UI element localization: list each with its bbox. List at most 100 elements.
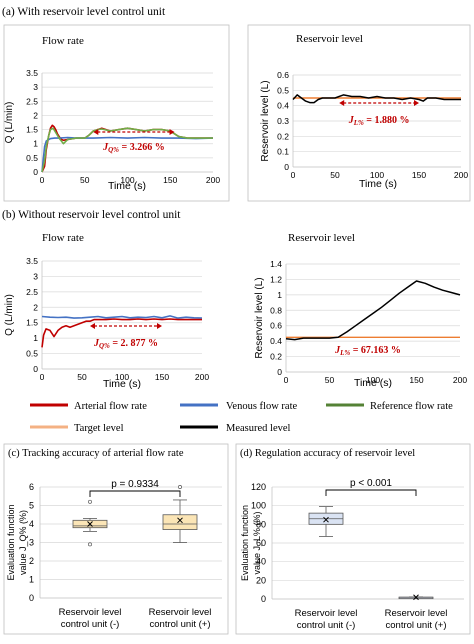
b_flow-xtick-label: 200	[195, 372, 209, 382]
b_flow-xtick-label: 50	[77, 372, 87, 382]
c_box-ytick-label: 6	[29, 482, 34, 492]
panel-a-level-frame	[247, 24, 471, 202]
legend-label-measured: Measured level	[226, 423, 291, 434]
b_flow-ytick-label: 1.5	[26, 318, 38, 328]
b_flow-arrowhead-right	[157, 323, 162, 329]
b_level-ytick-label: 0.2	[270, 352, 282, 362]
a_level-arrowhead-left	[339, 100, 345, 106]
a_flow-xtick-label: 100	[120, 175, 134, 185]
c_box-ylabel-line2: value J_Q% (%)	[18, 510, 28, 575]
d_box-title: (d) Regulation accuracy of reservoir lev…	[240, 448, 415, 459]
b_flow-series-arterial	[41, 318, 202, 348]
c_box-chart: (c) Tracking accuracy of arterial flow r…	[6, 448, 222, 630]
legend-label-target: Target level	[74, 423, 124, 434]
c_box-ytick-label: 3	[29, 538, 34, 548]
a_flow-xtick-label: 200	[206, 175, 220, 185]
a_flow-title: Flow rate	[42, 35, 84, 47]
b_level-ytick-label: 0.4	[270, 336, 282, 346]
a_flow-ytick-label: 3.5	[26, 68, 38, 78]
a_level-series-measured	[292, 94, 461, 104]
a_level-xtick-label: 50	[330, 170, 340, 180]
legend: Arterial flow rate Venous flow rate Refe…	[30, 401, 453, 434]
d_box-ytick-label: 40	[256, 557, 266, 567]
c_box-category-label: Reservoir level	[59, 607, 122, 618]
b_level-ytick-label: 0.8	[270, 305, 282, 315]
a_flow-xtick-label: 0	[40, 175, 45, 185]
panel-d-frame	[235, 443, 471, 635]
b_flow-ytick-label: 0	[33, 364, 38, 374]
b_level-chart: Reservoir level 0 0.2 0.4 0.6 0.8 1 1.2 1.4 0 50 10…	[254, 232, 467, 389]
d_box-ytick-label: 20	[256, 575, 266, 585]
b_flow-arrowhead-left	[90, 323, 95, 329]
b_level-series-measured	[285, 280, 461, 341]
a_flow-ytick-label: 0.5	[26, 153, 38, 163]
d_box-ytick-label: 120	[251, 482, 266, 492]
a_flow-ytick-label: 2.5	[26, 96, 38, 106]
a_flow-ytick-label: 1	[33, 139, 38, 149]
a_flow-ytick-label: 2	[33, 110, 38, 120]
b_flow-ytick-label: 2	[33, 302, 38, 312]
a_level-ytick-label: 0.4	[277, 101, 289, 111]
a_level-chart: Reservoir level 0 0.1 0.2 0.3 0.4 0.5 0.6 0 50 100…	[260, 33, 468, 190]
d_box-ytick-label: 60	[256, 538, 266, 548]
b_level-ytick-label: 1	[277, 290, 282, 300]
b_flow-annotation: JQ% = 2. 877 %	[93, 338, 158, 350]
b_flow-ytick-label: 1	[33, 333, 38, 343]
b_level-ylabel: Reservoir level (L)	[254, 277, 265, 358]
b_flow-xlabel: Time (s)	[103, 378, 141, 390]
b_level-ytick-label: 1.2	[270, 274, 282, 284]
a_level-ylabel: Reservoir level (L)	[260, 80, 271, 161]
legend-label-venous: Venous flow rate	[226, 401, 297, 412]
c_box-category-label-line2: control unit (-)	[61, 619, 120, 630]
c_box-significance-bracket	[89, 490, 181, 497]
a_level-xlabel: Time (s)	[359, 178, 397, 190]
a_flow-series-reference	[41, 127, 213, 173]
a_level-xtick-label: 100	[370, 170, 384, 180]
a_level-ytick-label: 0.1	[277, 147, 289, 157]
a_flow-ytick-label: 0	[33, 167, 38, 177]
d_box-mean-marker	[413, 594, 419, 601]
c_box-ytick-label: 5	[29, 501, 34, 511]
c_box-ytick-label: 2	[29, 556, 34, 566]
b_flow-ytick-label: 3.5	[26, 256, 38, 266]
d_box-significance-label: p < 0.001	[350, 478, 392, 489]
d_box-ylabel-line2: value J_L% (%)	[252, 511, 262, 574]
b_level-title: Reservoir level	[288, 232, 355, 244]
section-b-heading: (b) Without reservoir level control unit	[2, 209, 181, 221]
b_flow-xtick-label: 0	[40, 372, 45, 382]
a_flow-xtick-label: 150	[163, 175, 177, 185]
a_flow-arrowhead-right	[169, 129, 175, 135]
c_box-category-label: Reservoir level	[149, 607, 212, 618]
b_level-annotation: JL% = 67.163 %	[334, 345, 401, 357]
b_level-xtick-label: 0	[284, 375, 289, 385]
c_box-significance-label: p = 0.9334	[111, 479, 159, 490]
b_flow-series-venous	[41, 315, 203, 319]
a_flow-annotation: JQ% = 3.266 %	[102, 142, 165, 154]
d_box-chart: (d) Regulation accuracy of reservoir lev…	[240, 448, 464, 631]
c_box-category-label-line2: control unit (+)	[150, 619, 211, 630]
b_flow-ylabel: Q (L/min)	[4, 294, 15, 336]
b_level-ytick-label: 0.6	[270, 321, 282, 331]
d_box-mean-marker	[323, 516, 329, 523]
b_level-xlabel: Time (s)	[354, 377, 392, 389]
c_box-ytick-label: 0	[29, 593, 34, 603]
a_flow-arrowhead-left	[93, 129, 99, 135]
panel-c-frame	[3, 443, 229, 635]
a_level-ytick-label: 0.2	[277, 131, 289, 141]
d_box-ytick-label: 80	[256, 519, 266, 529]
d_box-category-label: Reservoir level	[385, 608, 448, 619]
panel-a-flow-frame	[3, 24, 230, 202]
a_flow-ylabel: Q (L/min)	[4, 102, 15, 144]
a_level-title: Reservoir level	[296, 33, 363, 45]
a_level-ytick-label: 0.6	[277, 70, 289, 80]
d_box-ytick-label: 0	[261, 594, 266, 604]
a_flow-ytick-label: 3	[33, 82, 38, 92]
c_box-outlier-point	[88, 499, 92, 504]
c_box-box	[162, 514, 198, 530]
b_flow-ytick-label: 0.5	[26, 349, 38, 359]
d_box-category-label-line2: control unit (-)	[297, 620, 356, 631]
b_level-xtick-label: 150	[409, 375, 423, 385]
b_level-ytick-label: 1.4	[270, 259, 282, 269]
d_box-category-label: Reservoir level	[295, 608, 358, 619]
